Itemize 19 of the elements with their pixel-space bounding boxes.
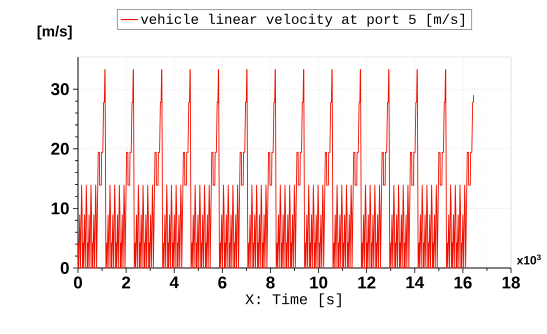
line-series [78,69,474,268]
x-tick-label: 0 [74,276,82,289]
y-tick-label: 0 [60,262,69,274]
y-axis-title: [m/s] [38,26,72,40]
x-axis-title: X: Time [s] [245,293,341,308]
text: x10$^{3}$ [516,254,541,264]
legend-label: vehicle linear velocity at port 5 [m/s] [140,14,464,27]
x-tick-label: 18 [502,276,520,289]
y-tick-label: 10 [52,202,69,214]
x-tick-label: 10 [310,276,328,289]
x-tick-label: 6 [218,276,226,289]
y-tick-label: 20 [51,142,69,155]
x-tick-label: 4 [170,276,179,288]
x-tick-label: 16 [454,276,472,289]
x-tick-label: 14 [406,276,424,288]
x-tick-label: 2 [122,276,130,288]
y-tick-label: 30 [51,83,69,96]
x-tick-label: 8 [266,276,275,289]
x-tick-label: 12 [358,276,376,288]
